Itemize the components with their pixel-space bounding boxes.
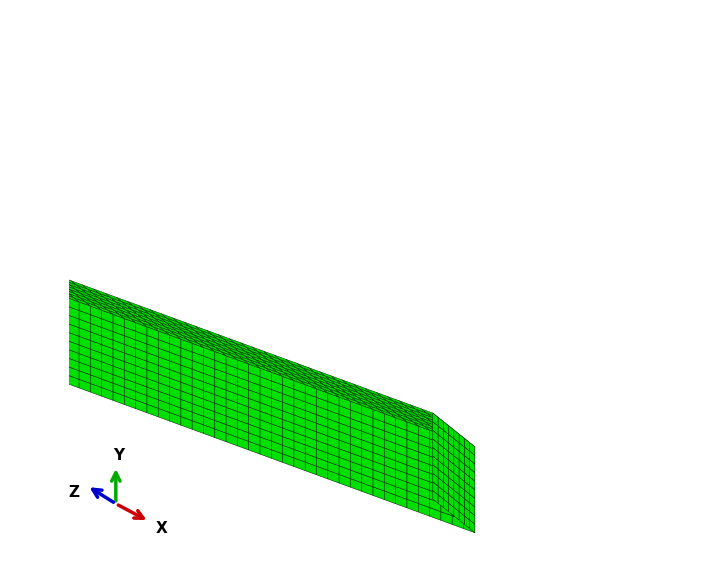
Text: X: X [156,521,168,536]
Text: Y: Y [113,448,124,463]
Text: Z: Z [69,485,80,500]
